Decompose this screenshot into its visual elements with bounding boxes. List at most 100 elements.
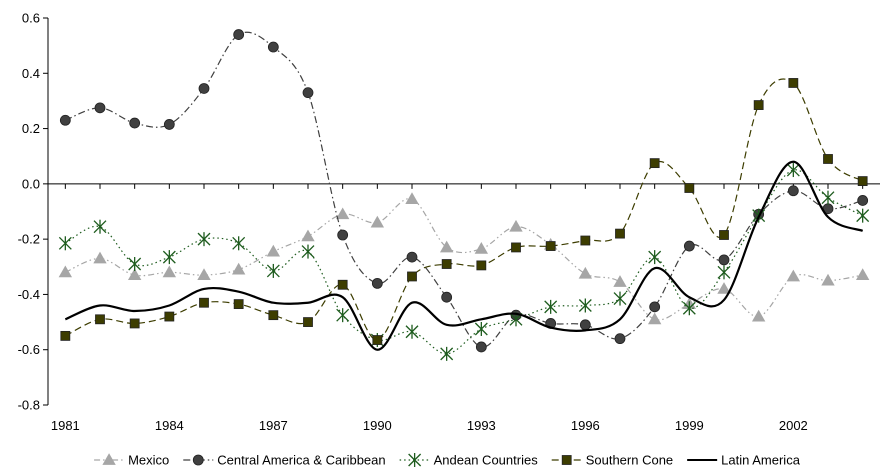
data-point-mexico <box>405 192 419 204</box>
data-point-mexico <box>786 269 801 282</box>
data-point-southern-cone <box>615 228 625 239</box>
data-point-central-america-caribbean <box>198 83 210 94</box>
data-point-andean-countries <box>682 301 696 316</box>
data-point-central-america-caribbean <box>683 240 695 252</box>
legend-item-andean-countries: Andean Countries <box>399 453 538 468</box>
data-point-andean-countries <box>786 163 800 178</box>
series-line-mexico <box>65 198 863 321</box>
y-tick-label: 0.6 <box>22 11 40 26</box>
series-central-america-caribbean <box>59 29 869 353</box>
y-tick-label: 0.0 <box>22 176 40 191</box>
data-point-central-america-caribbean <box>233 29 245 40</box>
x-tick-label: 1981 <box>51 418 80 433</box>
y-tick-label: -0.6 <box>18 342 40 357</box>
data-point-andean-countries <box>821 190 835 205</box>
data-point-andean-countries <box>717 265 731 280</box>
series-line-central-america-caribbean <box>65 31 863 348</box>
data-point-mexico <box>93 251 107 264</box>
x-tick-label: 1990 <box>363 418 392 433</box>
data-point-mexico <box>855 268 870 280</box>
legend-item-mexico: Mexico <box>94 453 169 468</box>
legend-label: Southern Cone <box>586 453 673 468</box>
data-point-southern-cone <box>476 260 487 271</box>
y-tick-label: -0.2 <box>18 232 40 247</box>
data-point-andean-countries <box>162 250 176 265</box>
legend-marker <box>102 453 116 465</box>
data-point-andean-countries <box>474 321 488 336</box>
data-point-central-america-caribbean <box>441 291 453 303</box>
data-point-southern-cone <box>719 230 729 240</box>
x-tick-label: 1999 <box>675 418 704 433</box>
y-tick-label: -0.4 <box>18 287 40 302</box>
data-point-central-america-caribbean <box>614 333 626 345</box>
legend-marker <box>561 455 572 465</box>
legend-marker <box>192 454 204 466</box>
data-point-andean-countries <box>93 219 107 234</box>
data-point-mexico <box>231 262 246 275</box>
data-point-mexico <box>821 273 835 286</box>
data-point-mexico <box>647 312 662 325</box>
data-point-andean-countries <box>440 346 454 361</box>
data-point-central-america-caribbean <box>406 251 418 263</box>
data-point-southern-cone <box>233 299 244 310</box>
y-tick-label: 0.4 <box>22 66 40 81</box>
data-point-southern-cone <box>199 297 209 308</box>
data-point-southern-cone <box>788 78 799 88</box>
data-point-mexico <box>335 207 350 220</box>
data-point-central-america-caribbean <box>857 195 869 206</box>
legend-label: Latin America <box>721 453 801 468</box>
data-point-mexico <box>717 282 731 294</box>
data-point-southern-cone <box>511 242 521 253</box>
series-line-southern-cone <box>65 78 863 341</box>
data-point-central-america-caribbean <box>302 87 314 99</box>
data-point-andean-countries <box>128 257 142 272</box>
data-point-mexico <box>578 266 593 279</box>
data-point-mexico <box>370 215 385 228</box>
data-point-andean-countries <box>336 308 350 323</box>
data-point-southern-cone <box>268 310 279 321</box>
data-point-southern-cone <box>407 271 417 282</box>
x-tick-label: 1987 <box>259 418 288 433</box>
data-point-mexico <box>301 229 315 242</box>
series-line-latin-america <box>64 160 864 351</box>
data-point-central-america-caribbean <box>163 119 175 130</box>
data-point-central-america-caribbean <box>787 185 799 197</box>
data-point-southern-cone <box>337 279 348 290</box>
data-point-central-america-caribbean <box>718 254 730 266</box>
data-point-southern-cone <box>372 335 383 345</box>
data-point-mexico <box>751 309 766 322</box>
y-tick-label: 0.2 <box>22 121 40 136</box>
data-point-andean-countries <box>856 208 870 223</box>
data-point-mexico <box>439 240 454 253</box>
data-point-southern-cone <box>164 311 175 322</box>
data-point-mexico <box>127 268 142 280</box>
axes: 0.6 0.4 0.2 0.0 -0.2 -0.4 -0.6 -0.8 1981 1984 1987… <box>18 11 880 433</box>
data-point-andean-countries <box>405 324 419 339</box>
data-point-mexico <box>162 265 177 278</box>
data-point-andean-countries <box>301 244 315 259</box>
data-point-andean-countries <box>197 232 211 247</box>
data-point-central-america-caribbean <box>129 117 141 129</box>
legend-label: Central America & Caribbean <box>217 453 385 468</box>
data-point-central-america-caribbean <box>267 41 279 53</box>
legend-label: Mexico <box>128 453 169 468</box>
series-latin-america <box>64 160 864 351</box>
data-point-andean-countries <box>232 236 246 251</box>
data-point-mexico <box>58 265 73 278</box>
data-point-southern-cone <box>857 176 868 186</box>
data-point-southern-cone <box>753 100 764 110</box>
x-tick-label: 1993 <box>467 418 496 433</box>
data-point-southern-cone <box>823 154 833 164</box>
data-point-mexico <box>474 242 489 254</box>
data-point-southern-cone <box>129 318 140 329</box>
data-point-andean-countries <box>613 291 627 306</box>
x-tick-label: 1984 <box>155 418 184 433</box>
data-point-mexico <box>509 219 523 232</box>
data-point-central-america-caribbean <box>371 277 383 289</box>
series-line-andean-countries <box>65 169 863 355</box>
legend-item-latin-america: Latin America <box>687 453 801 468</box>
data-point-central-america-caribbean <box>649 301 661 313</box>
data-point-andean-countries <box>266 263 280 278</box>
x-tick-label: 2002 <box>779 418 808 433</box>
